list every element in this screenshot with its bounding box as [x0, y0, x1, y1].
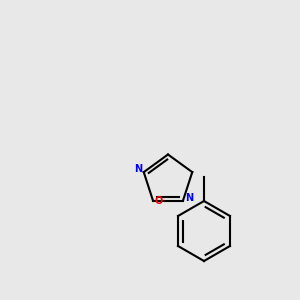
Text: O: O	[155, 196, 163, 206]
Text: N: N	[185, 193, 193, 202]
Text: N: N	[134, 164, 142, 174]
